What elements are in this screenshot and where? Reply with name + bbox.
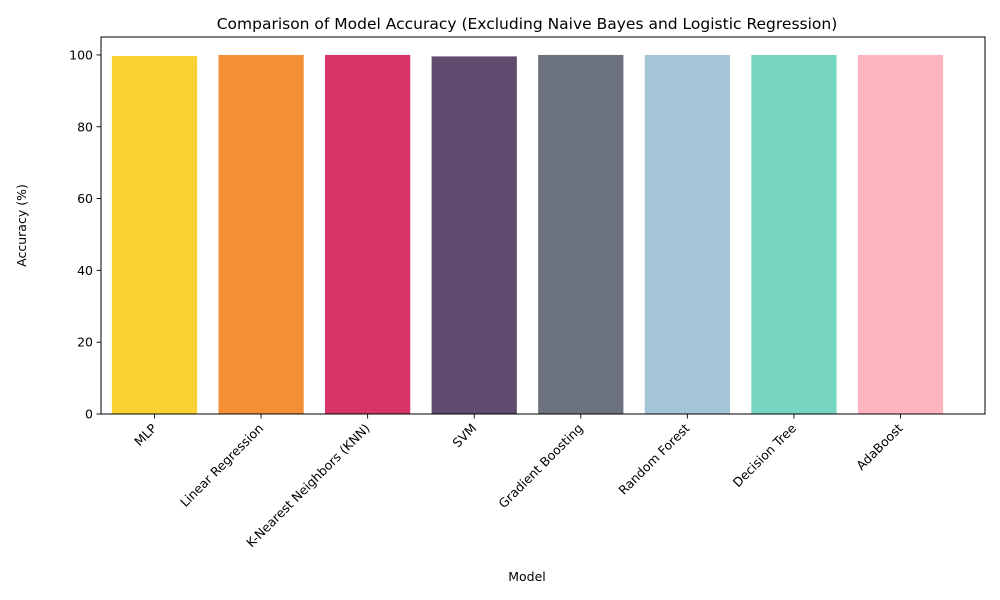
x-tick-label: K-Nearest Neighbors (KNN): [243, 421, 373, 551]
y-axis-label: Accuracy (%): [14, 184, 29, 267]
y-tick-label: 40: [77, 263, 93, 278]
x-tick-label: SVM: [449, 421, 479, 451]
x-tick-label: Linear Regression: [177, 421, 266, 510]
plot-frame: [100, 36, 986, 415]
y-tick-label: 100: [69, 47, 93, 62]
x-tick-label: Gradient Boosting: [495, 421, 586, 512]
y-tick-label: 0: [85, 407, 93, 422]
x-tick-label: Random Forest: [615, 420, 692, 497]
bar: [325, 54, 411, 414]
x-tick-label: Decision Tree: [730, 420, 800, 490]
bar: [431, 56, 517, 414]
bar: [751, 54, 837, 414]
x-tick-label: AdaBoost: [853, 420, 906, 473]
x-axis-label: Model: [508, 569, 546, 584]
x-tick-label: MLP: [131, 420, 160, 449]
bar: [857, 54, 944, 414]
y-tick-label: 80: [77, 119, 93, 134]
chart-title: Comparison of Model Accuracy (Excluding …: [217, 15, 838, 33]
bar: [218, 54, 304, 414]
bar: [111, 56, 198, 415]
bars-layer: [111, 54, 944, 415]
y-tick-label: 20: [77, 335, 93, 350]
y-axis: 0 20 40 60 80 100: [69, 47, 101, 422]
bar: [538, 54, 624, 414]
bar: [644, 54, 730, 414]
y-tick-label: 60: [77, 191, 93, 206]
